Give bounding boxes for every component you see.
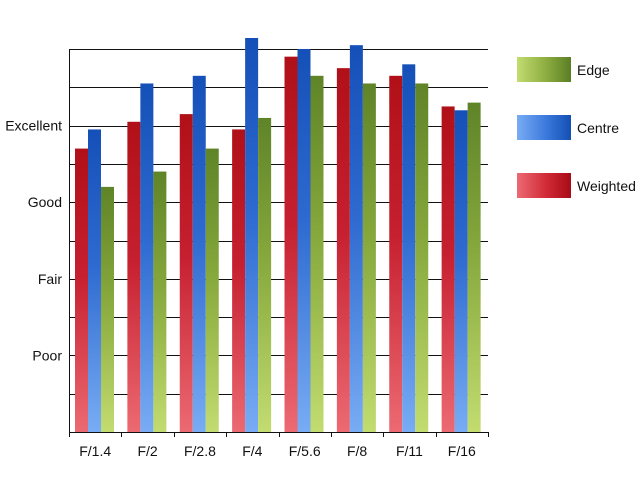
y-tick-label: Excellent <box>5 118 62 134</box>
x-tick-label: F/16 <box>448 443 476 459</box>
x-tick-label: F/8 <box>347 443 367 459</box>
bar-weighted-f16 <box>441 106 455 432</box>
legend-swatch-weighted <box>517 173 571 198</box>
bar-weighted-f4 <box>232 129 246 432</box>
bar-centre-f16 <box>454 110 468 432</box>
bar-centre-f2 <box>140 83 154 432</box>
bars <box>75 38 481 433</box>
legend-label-centre: Centre <box>577 120 619 136</box>
legend: Edge Centre Weighted <box>517 57 636 198</box>
legend-label-edge: Edge <box>577 62 610 78</box>
x-tick-label: F/11 <box>396 443 423 459</box>
bar-weighted-f56 <box>284 56 298 432</box>
bar-centre-f11 <box>402 64 416 432</box>
bar-centre-f14 <box>88 129 101 432</box>
y-tick-label: Fair <box>38 271 62 287</box>
bar-centre-f56 <box>297 49 311 432</box>
bar-weighted-f2 <box>127 121 141 433</box>
axes <box>69 49 489 437</box>
bar-weighted-f8 <box>336 68 350 433</box>
bar-edge-f4 <box>258 117 272 432</box>
bar-centre-f8 <box>349 45 363 433</box>
y-axis-tick-labels: Poor Fair Good Excellent <box>5 118 62 364</box>
x-axis-tick-labels: F/1.4 F/2 F/2.8 F/4 F/5.6 F/8 F/11 F/16 <box>79 443 476 459</box>
bar-weighted-f14 <box>75 148 88 432</box>
x-tick-label: F/5.6 <box>289 443 321 459</box>
bar-edge-f8 <box>362 83 376 432</box>
bar-edge-f16 <box>467 102 481 433</box>
legend-swatch-centre <box>517 115 571 140</box>
y-tick-label: Poor <box>32 347 62 363</box>
bar-edge-f14 <box>101 186 114 432</box>
x-tick-label: F/2.8 <box>184 443 216 459</box>
legend-swatch-edge <box>517 57 571 82</box>
x-tick-label: F/2 <box>137 443 157 459</box>
x-tick-label: F/1.4 <box>79 443 111 459</box>
bar-centre-f4 <box>245 38 259 432</box>
bar-edge-f2 <box>153 171 167 432</box>
bar-edge-f11 <box>415 83 429 432</box>
legend-label-weighted: Weighted <box>577 178 636 194</box>
y-tick-label: Good <box>28 194 62 210</box>
bar-weighted-f11 <box>389 75 403 432</box>
bar-weighted-f28 <box>179 114 193 433</box>
bar-edge-f56 <box>310 75 324 432</box>
bar-edge-f28 <box>205 148 219 432</box>
x-tick-label: F/4 <box>242 443 262 459</box>
bar-centre-f28 <box>192 75 206 432</box>
